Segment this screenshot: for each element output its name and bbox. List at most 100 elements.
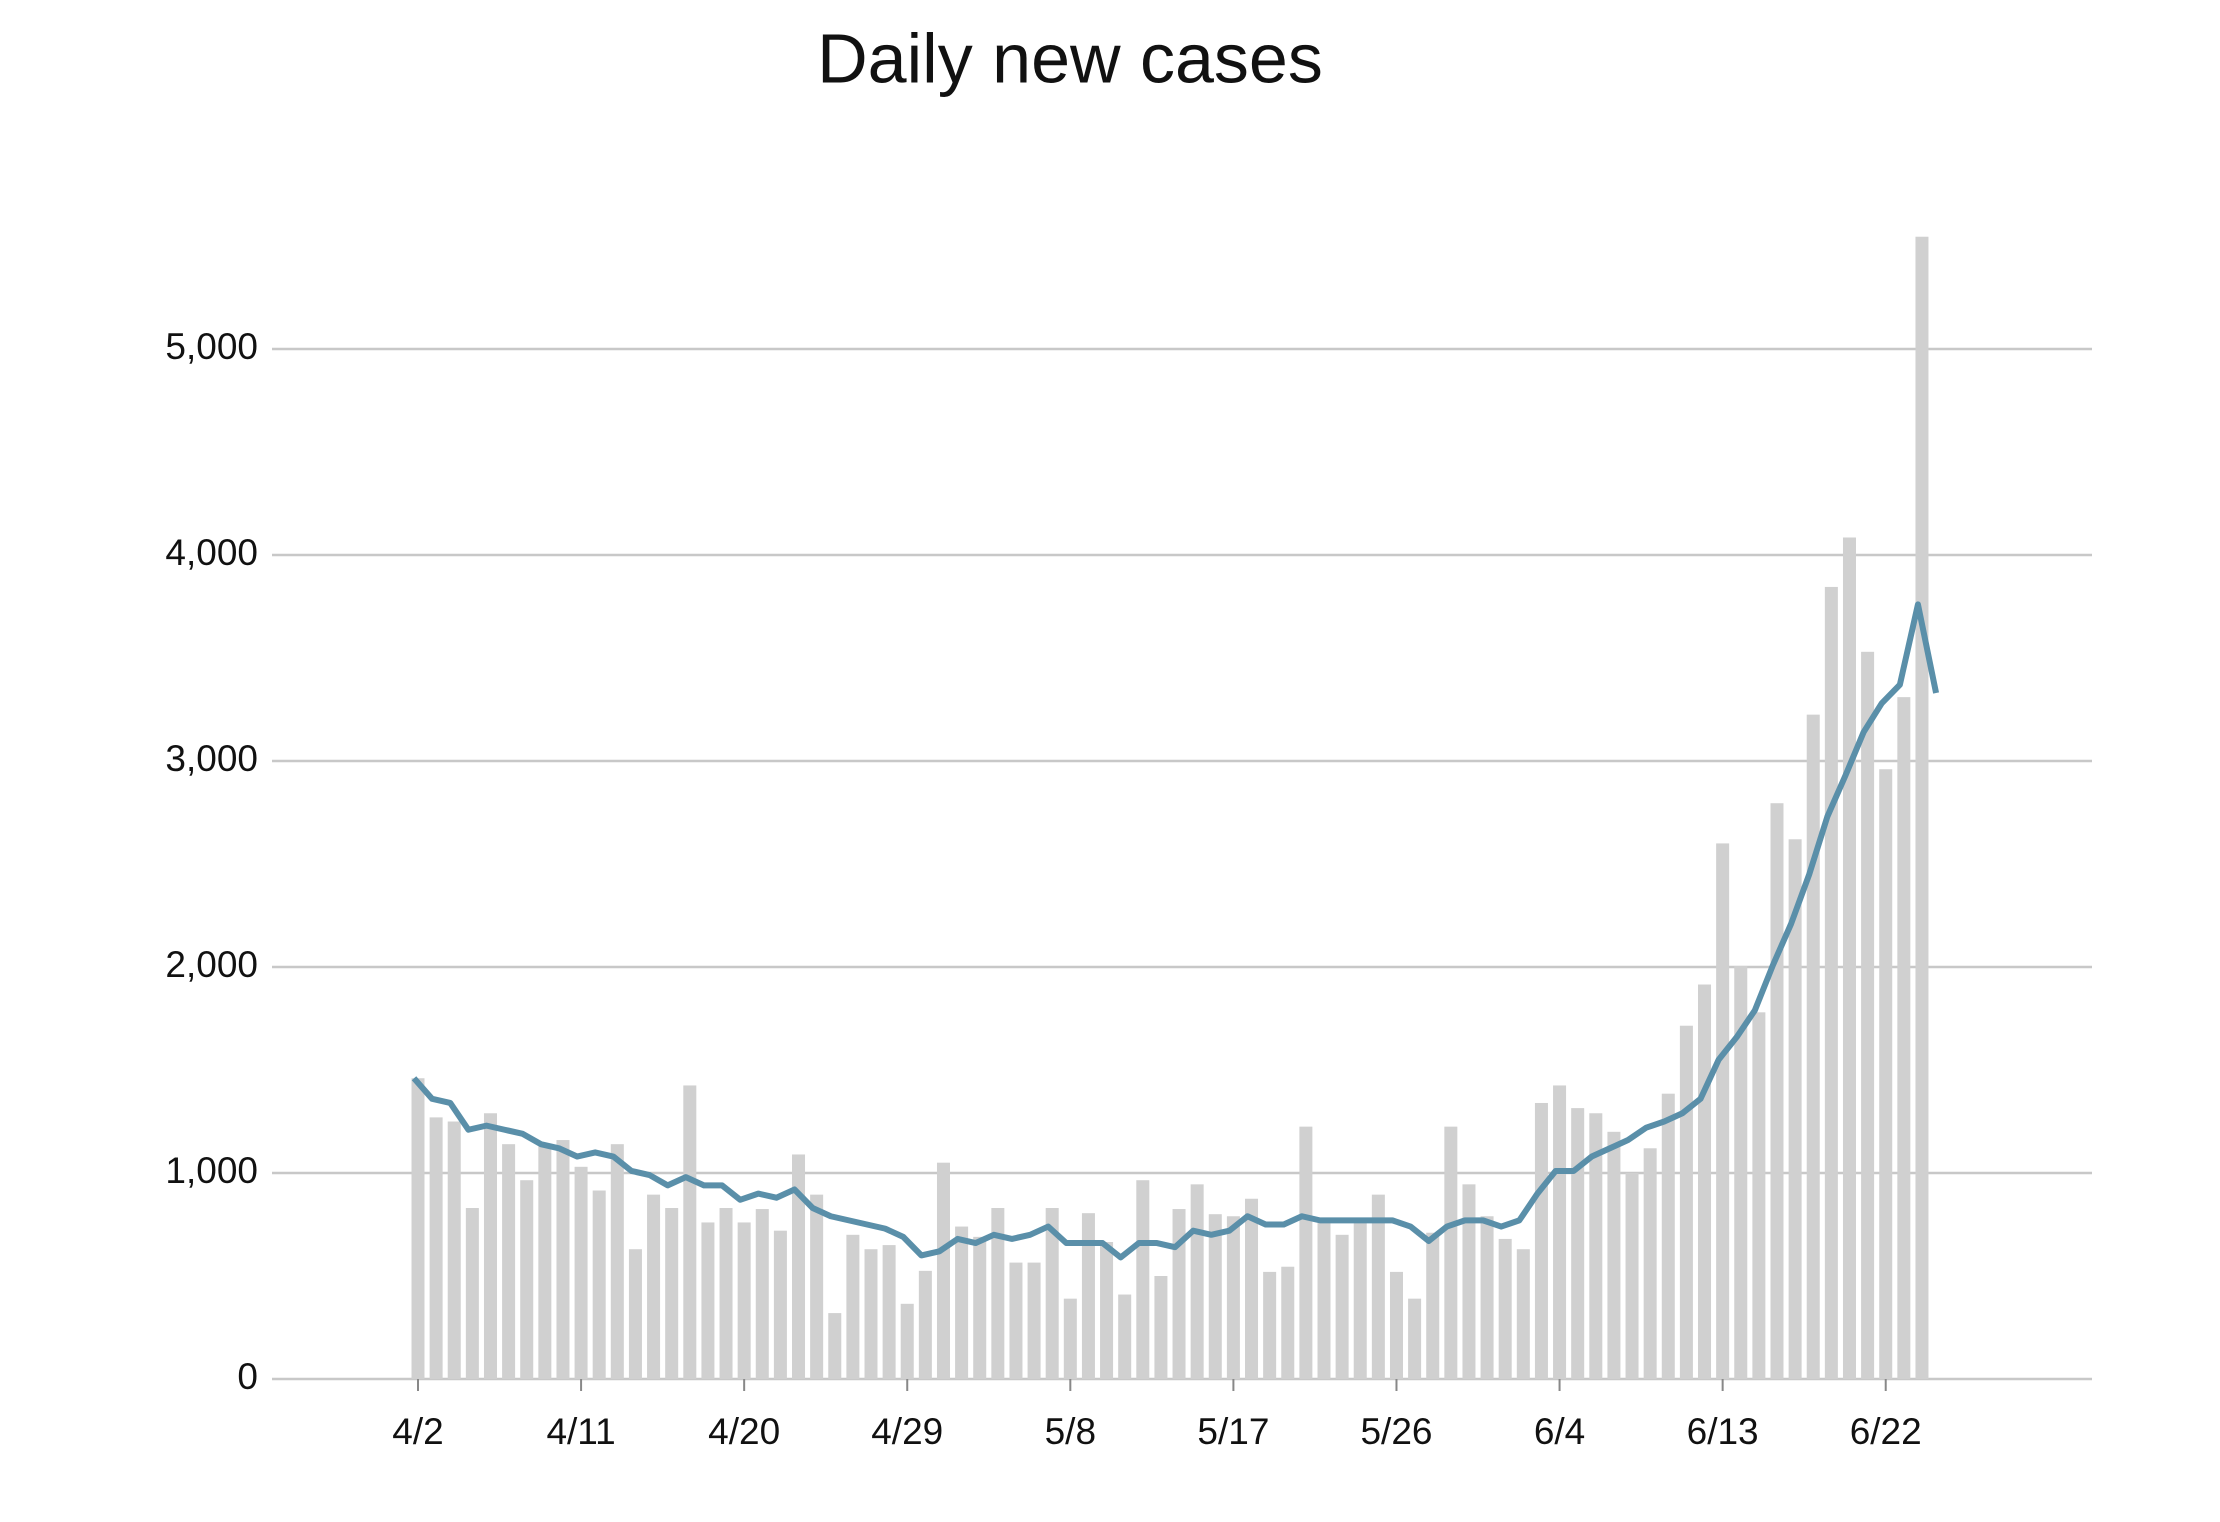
y-tick-label: 3,000 <box>165 738 258 779</box>
bar <box>792 1154 806 1379</box>
bar <box>1516 1249 1530 1379</box>
bar <box>1806 714 1820 1379</box>
bar <box>737 1222 751 1379</box>
bar <box>918 1270 932 1379</box>
y-tick-label: 2,000 <box>165 944 258 985</box>
bar <box>483 1113 497 1379</box>
bar <box>1462 1184 1476 1379</box>
x-tick-label: 6/13 <box>1687 1411 1759 1452</box>
chart-title: Daily new cases <box>817 19 1323 97</box>
bar <box>1081 1213 1095 1379</box>
bar <box>447 1121 461 1379</box>
bar <box>1190 1184 1204 1379</box>
bar <box>1842 537 1856 1379</box>
bar <box>719 1208 733 1379</box>
bar <box>1897 697 1911 1379</box>
bar <box>755 1209 769 1379</box>
bar <box>411 1078 425 1379</box>
bar <box>882 1245 896 1379</box>
bar <box>1371 1194 1385 1379</box>
bar <box>846 1234 860 1379</box>
y-tick-label: 5,000 <box>165 326 258 367</box>
bar <box>556 1140 570 1379</box>
x-tick-label: 5/26 <box>1360 1411 1432 1452</box>
bar <box>810 1194 824 1379</box>
bar <box>1571 1108 1585 1379</box>
x-tick-label: 6/4 <box>1534 1411 1585 1452</box>
bar <box>1643 1148 1657 1379</box>
bar <box>1263 1271 1277 1379</box>
bar <box>1498 1238 1512 1379</box>
bar <box>683 1085 697 1379</box>
x-tick-label: 4/2 <box>392 1411 443 1452</box>
bar <box>592 1190 606 1379</box>
x-tick-label: 4/20 <box>708 1411 780 1452</box>
bar <box>864 1249 878 1379</box>
bar <box>1879 769 1893 1379</box>
bar <box>610 1144 624 1379</box>
y-tick-label: 0 <box>237 1356 258 1397</box>
bar <box>1607 1131 1621 1379</box>
bar <box>1915 236 1929 1380</box>
bar <box>1100 1242 1114 1379</box>
bar <box>1534 1102 1548 1379</box>
bar <box>1335 1234 1349 1379</box>
bar <box>1824 586 1838 1379</box>
bar <box>1861 651 1875 1379</box>
bar <box>1770 803 1784 1379</box>
bar <box>520 1180 534 1379</box>
bar <box>647 1194 661 1379</box>
bar <box>1299 1126 1313 1379</box>
bar <box>502 1144 516 1379</box>
bar <box>1480 1216 1494 1379</box>
bar <box>628 1249 642 1379</box>
bar <box>465 1208 479 1379</box>
bar <box>1009 1262 1023 1379</box>
bar <box>1734 965 1748 1379</box>
bar <box>936 1162 950 1379</box>
bar <box>1625 1173 1639 1379</box>
bar <box>1788 839 1802 1379</box>
y-tick-label: 4,000 <box>165 532 258 573</box>
bar <box>1589 1113 1603 1379</box>
bar <box>1208 1214 1222 1379</box>
x-tick-label: 5/8 <box>1045 1411 1096 1452</box>
bar <box>1553 1085 1567 1379</box>
bar <box>1245 1198 1259 1379</box>
bar <box>955 1226 969 1379</box>
bar <box>973 1236 987 1379</box>
bar <box>1389 1271 1403 1379</box>
bar <box>1353 1219 1367 1379</box>
bar <box>1426 1232 1440 1379</box>
bar <box>1408 1298 1422 1379</box>
x-tick-label: 5/17 <box>1197 1411 1269 1452</box>
bar <box>773 1230 787 1379</box>
bar <box>900 1303 914 1379</box>
bar <box>1172 1209 1186 1379</box>
bar <box>991 1208 1005 1379</box>
bar <box>1444 1126 1458 1379</box>
bar <box>665 1208 679 1379</box>
bar <box>429 1117 443 1379</box>
bar <box>1679 1025 1693 1379</box>
bar <box>1281 1266 1295 1379</box>
bar <box>1661 1093 1675 1379</box>
bar <box>1154 1276 1168 1379</box>
bar <box>828 1313 842 1379</box>
bar <box>1752 1012 1766 1379</box>
bar <box>1698 984 1712 1379</box>
bar <box>1317 1219 1331 1379</box>
bar <box>1136 1180 1150 1379</box>
x-tick-label: 4/11 <box>546 1411 615 1452</box>
y-tick-label: 1,000 <box>165 1150 258 1191</box>
bar <box>1063 1298 1077 1379</box>
x-tick-label: 6/22 <box>1850 1411 1922 1452</box>
bar <box>538 1146 552 1379</box>
bar <box>574 1166 588 1379</box>
bar <box>1716 843 1730 1379</box>
bar <box>1027 1262 1041 1379</box>
x-tick-label: 4/29 <box>871 1411 943 1452</box>
bar <box>1118 1294 1132 1379</box>
